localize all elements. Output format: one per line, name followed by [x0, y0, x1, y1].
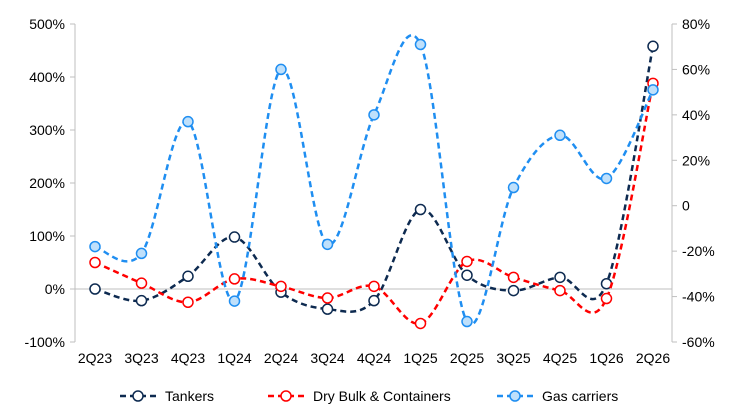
x-tick-label: 3Q24 [310, 350, 344, 366]
x-tick-label: 1Q26 [589, 350, 623, 366]
data-point-dry-bulk-containers [135, 277, 148, 289]
data-point-gas-carriers [89, 240, 101, 253]
y-left-tick-label: 500% [29, 16, 65, 32]
series-line-gas-carriers [94, 34, 655, 326]
data-point-gas-carriers [507, 181, 520, 194]
legend-item-gas-carriers: Gas carriers [497, 388, 618, 404]
data-point-gas-carriers [321, 238, 334, 251]
y-right-tick-label: 80% [682, 16, 710, 32]
legend-label: Dry Bulk & Containers [313, 388, 451, 404]
y-right-tick-label: -20% [682, 243, 715, 259]
legend-label: Gas carriers [542, 388, 618, 404]
x-tick-label: 2Q26 [636, 350, 670, 366]
series-line-tankers [94, 46, 655, 313]
data-point-tankers [89, 283, 101, 295]
x-tick-label: 2Q24 [264, 350, 298, 366]
data-point-gas-carriers [135, 247, 148, 260]
y-left-tick-label: -100% [25, 334, 65, 350]
x-tick-label: 4Q23 [171, 350, 205, 366]
y-left-tick-label: 300% [29, 122, 65, 138]
data-point-gas-carriers [554, 129, 566, 142]
data-point-dry-bulk-containers [507, 271, 520, 284]
data-point-dry-bulk-containers [600, 292, 613, 305]
y-left-tick-label: 0% [45, 281, 65, 297]
legend-marker [132, 390, 144, 402]
data-point-dry-bulk-containers [321, 292, 334, 304]
axes-layer: -100% 0% 100% 200% 300% 400% 500% -60% -40% -20% 0… [25, 16, 715, 366]
legend-label: Tankers [165, 388, 214, 404]
data-point-tankers [507, 284, 520, 297]
data-point-dry-bulk-containers [554, 284, 566, 297]
data-point-gas-carriers [414, 38, 427, 51]
data-point-dry-bulk-containers [368, 280, 380, 293]
data-point-gas-carriers [275, 63, 287, 76]
legend-marker [509, 390, 521, 402]
data-point-tankers [228, 231, 241, 243]
y-right-tick-label: -40% [682, 289, 715, 305]
data-point-tankers [461, 269, 473, 281]
data-point-tankers [368, 294, 380, 307]
data-point-gas-carriers [600, 172, 613, 185]
x-tick-label: 4Q25 [543, 350, 577, 366]
data-point-gas-carriers [461, 315, 473, 328]
series-dry-bulk-containers [89, 77, 659, 330]
data-point-tankers [647, 40, 659, 53]
data-point-gas-carriers [228, 295, 241, 307]
y-left-tick-label: 200% [29, 175, 65, 191]
data-point-tankers [182, 270, 194, 283]
x-tick-label: 1Q25 [403, 350, 437, 366]
x-tick-label: 2Q23 [78, 350, 112, 366]
x-tick-label: 1Q24 [217, 350, 251, 366]
legend-marker [280, 390, 292, 402]
y-right-tick-label: 40% [682, 107, 710, 123]
y-right-tick-label: -60% [682, 334, 715, 350]
x-tick-label: 3Q25 [496, 350, 530, 366]
data-point-tankers [135, 294, 148, 307]
data-point-dry-bulk-containers [228, 273, 241, 285]
legend-item-dry-bulk-containers: Dry Bulk & Containers [268, 388, 451, 404]
y-right-tick-label: 0 [682, 198, 690, 214]
y-left-tick-label: 400% [29, 69, 65, 85]
data-point-tankers [321, 303, 334, 315]
y-left-tick-label: 100% [29, 228, 65, 244]
data-point-dry-bulk-containers [89, 256, 101, 269]
legend: Tankers Dry Bulk & Containers Gas carriers [120, 388, 618, 404]
data-point-dry-bulk-containers [461, 255, 473, 268]
legend-item-tankers: Tankers [120, 388, 214, 404]
data-point-tankers [414, 203, 427, 216]
x-tick-label: 4Q24 [357, 350, 391, 366]
x-tick-label: 3Q23 [124, 350, 158, 366]
series-layer [89, 34, 659, 330]
y-right-tick-label: 60% [682, 61, 710, 77]
data-point-dry-bulk-containers [275, 280, 287, 293]
data-point-gas-carriers [182, 115, 194, 128]
data-point-tankers [554, 271, 566, 284]
x-tick-label: 2Q25 [450, 350, 484, 366]
data-point-gas-carriers [368, 109, 380, 121]
y-right-tick-label: 20% [682, 152, 710, 168]
data-point-gas-carriers [647, 84, 659, 96]
series-gas-carriers [89, 34, 659, 328]
series-line-dry-bulk-containers [94, 83, 655, 325]
data-point-dry-bulk-containers [182, 296, 194, 308]
data-point-dry-bulk-containers [414, 317, 427, 330]
series-tankers [89, 40, 659, 315]
